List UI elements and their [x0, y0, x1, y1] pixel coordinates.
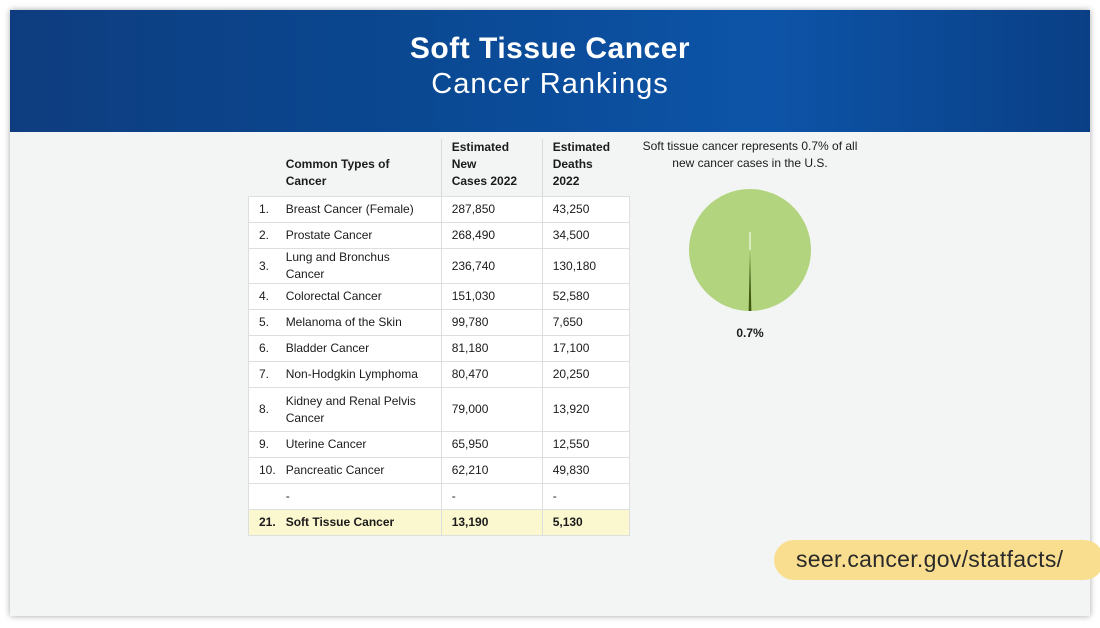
source-url-badge: seer.cancer.gov/statfacts/: [774, 540, 1100, 580]
type-cell: Soft Tissue Cancer: [275, 509, 442, 536]
rank-cell: [247, 483, 276, 510]
type-cell: Melanoma of the Skin: [275, 309, 442, 336]
type-cell: -: [275, 483, 442, 510]
type-cell: Non-Hodgkin Lymphoma: [275, 361, 442, 388]
pie-slice-label: 0.7%: [736, 326, 764, 340]
cases-header-line-1: Estimated: [451, 140, 510, 154]
table-row: 9. Uterine Cancer 65,950 12,550: [247, 431, 630, 458]
deaths-cell: -: [541, 483, 630, 510]
header-banner: Soft Tissue Cancer Cancer Rankings: [10, 10, 1090, 132]
cases-cell: 81,180: [440, 335, 543, 362]
cases-cell: 13,190: [440, 509, 543, 536]
rank-cell: 9.: [247, 431, 276, 458]
table-row: 1. Breast Cancer (Female) 287,850 43,250: [247, 196, 630, 223]
cases-cell: 65,950: [440, 431, 543, 458]
deaths-cell: 7,650: [541, 309, 630, 336]
type-cell: Colorectal Cancer: [275, 283, 442, 310]
rank-cell: 2.: [247, 222, 276, 249]
rank-cell: 6.: [247, 335, 276, 362]
rank-cell: 21.: [247, 509, 276, 536]
cases-header-line-2: New: [451, 157, 477, 171]
deaths-header: Estimated Deaths 2022: [541, 139, 630, 197]
table-row: 5. Melanoma of the Skin 99,780 7,650: [247, 309, 630, 336]
type-cell: Breast Cancer (Female): [275, 196, 442, 223]
cases-cell: 99,780: [440, 309, 543, 336]
type-cell: Kidney and Renal Pelvis Cancer: [275, 387, 442, 432]
deaths-cell: 49,830: [541, 457, 630, 484]
cases-header-line-3: Cases 2022: [451, 174, 518, 188]
table-row: 6. Bladder Cancer 81,180 17,100: [247, 335, 630, 362]
deaths-cell: 17,100: [541, 335, 630, 362]
rank-cell: 4.: [247, 283, 276, 310]
rank-cell: 1.: [247, 196, 276, 223]
rank-cell: 5.: [247, 309, 276, 336]
type-cell: Uterine Cancer: [275, 431, 442, 458]
deaths-cell: 20,250: [541, 361, 630, 388]
table-row: 3. Lung and Bronchus Cancer 236,740 130,…: [247, 248, 630, 284]
pie-chart: [689, 189, 811, 312]
rank-cell: 8.: [247, 387, 276, 432]
rank-cell: 7.: [247, 361, 276, 388]
rank-cell: 3.: [247, 248, 276, 284]
cases-cell: 80,470: [440, 361, 543, 388]
type-cell: Bladder Cancer: [275, 335, 442, 362]
deaths-cell: 34,500: [541, 222, 630, 249]
table-header-row: Common Types of Cancer Estimated New Cas…: [249, 139, 630, 197]
cases-cell: 151,030: [440, 283, 543, 310]
table-row: 2. Prostate Cancer 268,490 34,500: [247, 222, 630, 249]
deaths-cell: 12,550: [541, 431, 630, 458]
rank-header: [249, 139, 276, 197]
cases-cell: 236,740: [440, 248, 543, 284]
cases-cell: 287,850: [440, 196, 543, 223]
cases-cell: -: [440, 483, 543, 510]
cases-header: Estimated New Cases 2022: [440, 139, 543, 197]
table-row: 10. Pancreatic Cancer 62,210 49,830: [247, 457, 630, 484]
deaths-header-line-3: 2022: [552, 174, 580, 188]
deaths-cell: 43,250: [541, 196, 630, 223]
cancer-rankings-table: Common Types of Cancer Estimated New Cas…: [247, 139, 630, 536]
table-row: 4. Colorectal Cancer 151,030 52,580: [247, 283, 630, 310]
pie-caption: Soft tissue cancer represents 0.7% of al…: [642, 139, 858, 170]
deaths-header-line-2: Deaths: [552, 157, 593, 171]
type-cell: Lung and Bronchus Cancer: [275, 248, 442, 284]
cases-cell: 79,000: [440, 387, 543, 432]
source-url: seer.cancer.gov/statfacts/: [796, 546, 1064, 572]
type-cell: Prostate Cancer: [275, 222, 442, 249]
table-row-ellipsis: - - -: [247, 483, 630, 510]
type-cell: Pancreatic Cancer: [275, 457, 442, 484]
deaths-cell: 13,920: [541, 387, 630, 432]
deaths-cell: 52,580: [541, 283, 630, 310]
page-subtitle: Cancer Rankings: [431, 68, 669, 100]
pie-slice-soft-tissue: [748, 250, 752, 312]
page-title: Soft Tissue Cancer: [409, 32, 691, 65]
table-row-highlighted: 21. Soft Tissue Cancer 13,190 5,130: [247, 509, 630, 536]
type-header: Common Types of Cancer: [285, 157, 390, 188]
rank-cell: 10.: [247, 457, 276, 484]
deaths-cell: 5,130: [541, 509, 630, 536]
deaths-cell: 130,180: [541, 248, 630, 284]
cases-cell: 268,490: [440, 222, 543, 249]
deaths-header-line-1: Estimated: [552, 140, 611, 154]
table-row: 8. Kidney and Renal Pelvis Cancer 79,000…: [247, 387, 630, 432]
table-row: 7. Non-Hodgkin Lymphoma 80,470 20,250: [247, 361, 630, 388]
cases-cell: 62,210: [440, 457, 543, 484]
